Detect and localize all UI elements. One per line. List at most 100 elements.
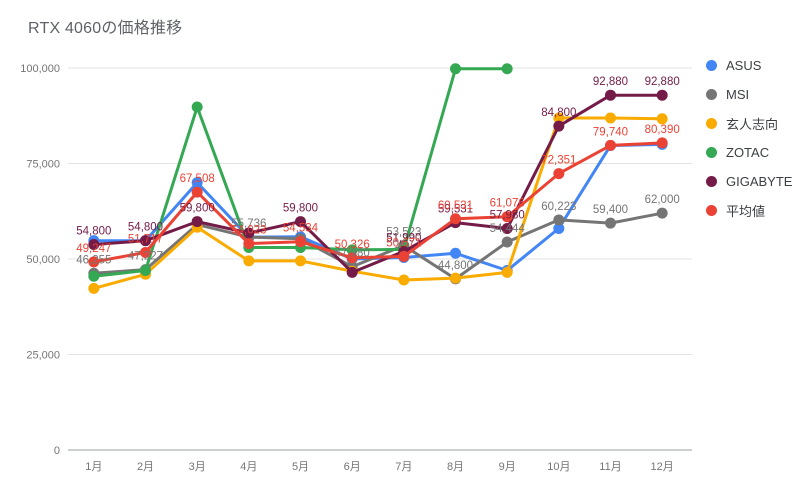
data-point-label: 54,023 bbox=[231, 225, 266, 237]
legend-swatch bbox=[706, 146, 717, 158]
data-point-label: 72,351 bbox=[541, 155, 576, 167]
data-point-label: 80,390 bbox=[645, 124, 680, 136]
x-tick-label: 2月 bbox=[137, 461, 154, 473]
data-point-ASUS bbox=[191, 177, 203, 189]
data-point-label: 54,534 bbox=[283, 223, 319, 235]
data-point-label: 59,800 bbox=[180, 203, 215, 215]
data-point-ZOTAC bbox=[88, 270, 100, 282]
data-point-玄人志向 bbox=[243, 255, 255, 267]
legend-item-玄人志向: 玄人志向 bbox=[706, 114, 792, 132]
data-point-GIGABYTE bbox=[295, 216, 306, 228]
data-point-玄人志向 bbox=[656, 113, 668, 125]
data-point-平均値 bbox=[243, 238, 255, 250]
chart-legend: ASUS MSI 玄人志向 ZOTAC GIGABYTE 平均値 bbox=[706, 56, 792, 219]
data-point-label: 67,508 bbox=[180, 173, 215, 185]
data-point-玄人志向 bbox=[450, 272, 461, 284]
legend-swatch bbox=[706, 59, 717, 71]
data-point-label: 51,990 bbox=[386, 232, 421, 244]
data-point-平均値 bbox=[501, 211, 513, 223]
data-point-平均値 bbox=[88, 256, 100, 268]
x-tick-label: 6月 bbox=[344, 461, 361, 473]
data-point-MSI bbox=[553, 214, 565, 226]
x-tick-label: 9月 bbox=[499, 461, 516, 473]
legend-item-ZOTAC: ZOTAC bbox=[706, 143, 792, 161]
data-point-平均値 bbox=[295, 236, 306, 248]
legend-swatch bbox=[706, 204, 717, 216]
data-point-GIGABYTE bbox=[140, 235, 151, 247]
data-point-玄人志向 bbox=[88, 282, 100, 294]
data-point-label: 55,736 bbox=[231, 218, 266, 230]
data-point-平均値 bbox=[191, 186, 203, 198]
data-point-GIGABYTE bbox=[243, 227, 255, 239]
data-point-玄人志向 bbox=[605, 112, 616, 124]
data-point-MSI bbox=[656, 207, 668, 219]
data-point-label: 54,800 bbox=[128, 222, 163, 234]
series-line-GIGABYTE bbox=[92, 93, 664, 274]
data-point-平均値 bbox=[398, 250, 410, 262]
data-point-label: 46,255 bbox=[76, 254, 111, 266]
x-tick-label: 8月 bbox=[447, 461, 464, 473]
data-point-label: 92,880 bbox=[593, 76, 628, 88]
chart-title: RTX 4060の価格推移 bbox=[28, 20, 183, 37]
y-tick-label: 25,000 bbox=[26, 350, 60, 362]
data-point-GIGABYTE bbox=[605, 89, 616, 101]
x-tick-label: 1月 bbox=[85, 461, 102, 473]
series-line-平均値 bbox=[92, 141, 664, 264]
data-point-label: 47,227 bbox=[128, 251, 163, 263]
data-point-label: 50,326 bbox=[335, 239, 370, 251]
data-point-玄人志向 bbox=[295, 255, 306, 267]
data-point-label: 57,980 bbox=[490, 210, 525, 222]
data-point-label: 51,717 bbox=[128, 233, 163, 245]
data-point-label: 60,223 bbox=[541, 201, 576, 213]
legend-label: 平均値 bbox=[726, 203, 766, 219]
data-point-平均値 bbox=[605, 139, 616, 151]
data-point-平均値 bbox=[346, 252, 358, 264]
legend-label: GIGABYTE bbox=[726, 173, 793, 189]
legend-swatch bbox=[706, 88, 717, 100]
legend-label: MSI bbox=[726, 86, 750, 102]
data-point-label: 54,444 bbox=[490, 223, 526, 235]
data-point-玄人志向 bbox=[553, 112, 565, 124]
data-point-ASUS bbox=[553, 222, 565, 234]
data-point-label: 84,800 bbox=[541, 107, 576, 119]
data-point-GIGABYTE bbox=[346, 266, 358, 278]
data-point-label: 54,800 bbox=[76, 225, 111, 237]
data-point-平均値 bbox=[656, 137, 668, 149]
y-tick-label: 50,000 bbox=[26, 254, 60, 266]
data-point-label: 79,740 bbox=[593, 126, 628, 138]
legend-swatch bbox=[706, 175, 717, 187]
data-point-label: 44,800 bbox=[438, 260, 473, 272]
data-point-GIGABYTE bbox=[656, 89, 668, 101]
data-point-GIGABYTE bbox=[501, 223, 513, 235]
x-tick-label: 5月 bbox=[292, 461, 309, 473]
data-point-label: 61,076 bbox=[490, 198, 525, 210]
data-point-label: 59,400 bbox=[593, 204, 628, 216]
data-point-label: 49,247 bbox=[76, 243, 111, 255]
legend-item-ASUS: ASUS bbox=[706, 56, 792, 74]
data-point-GIGABYTE bbox=[191, 216, 203, 228]
legend-label: ZOTAC bbox=[726, 144, 770, 160]
data-point-ASUS bbox=[450, 247, 461, 259]
x-tick-label: 7月 bbox=[395, 461, 412, 473]
data-point-ZOTAC bbox=[191, 101, 203, 113]
x-tick-label: 10月 bbox=[547, 461, 570, 473]
series-line-MSI bbox=[92, 211, 664, 281]
series-line-玄人志向 bbox=[92, 116, 664, 290]
data-point-MSI bbox=[501, 236, 513, 248]
legend-label: ASUS bbox=[726, 57, 762, 73]
data-point-玄人志向 bbox=[501, 266, 513, 278]
data-point-label: 62,000 bbox=[645, 194, 680, 206]
x-tick-label: 11月 bbox=[599, 461, 621, 473]
data-point-GIGABYTE bbox=[553, 120, 565, 132]
data-point-label: 59,800 bbox=[283, 203, 318, 215]
data-point-玄人志向 bbox=[398, 274, 410, 286]
data-point-平均値 bbox=[450, 213, 461, 225]
data-point-label: 59,531 bbox=[438, 204, 473, 216]
legend-swatch bbox=[706, 117, 717, 129]
legend-item-MSI: MSI bbox=[706, 85, 792, 103]
x-tick-label: 12月 bbox=[651, 461, 674, 473]
y-tick-label: 100,000 bbox=[20, 63, 60, 75]
data-point-label: 53,523 bbox=[386, 227, 421, 239]
